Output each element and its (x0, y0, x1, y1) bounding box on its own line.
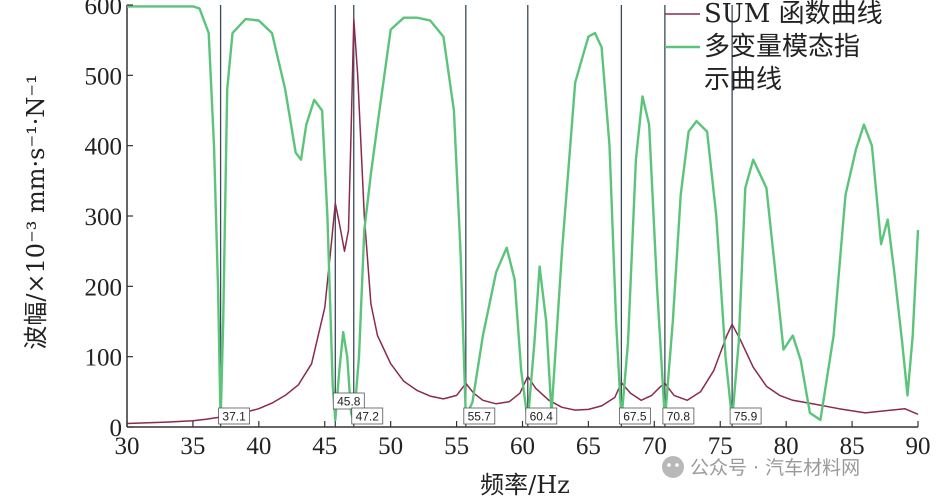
x-tick-label: 85 (840, 433, 865, 460)
series-line-1 (126, 18, 919, 425)
peak-label: 47.2 (351, 407, 384, 425)
x-tick-label: 45 (312, 433, 337, 460)
peak-label-text: 37.1 (222, 410, 246, 424)
peak-label-text: 60.4 (530, 410, 554, 424)
peak-lines (219, 5, 733, 427)
peak-label-text: 45.8 (337, 395, 361, 409)
peak-label-box (729, 407, 762, 425)
peak-label-layer: 37.1 45.847.2 55.7 60.4 67.5 70.8 75.9 (218, 392, 762, 425)
peak-label-text: 47.2 (356, 410, 380, 424)
legend-label-1: SUM 函数曲线 (704, 0, 883, 29)
wechat-icon (662, 456, 684, 478)
series-layer (126, 5, 920, 425)
series-line-2 (127, 5, 920, 423)
peak-label: 67.5 (618, 407, 651, 425)
peak-label-box (525, 407, 558, 425)
legend-label-2: 示曲线 (704, 65, 782, 95)
watermark: 公众号 · 汽车材料网 (662, 456, 860, 479)
peak-label-box (618, 407, 651, 425)
peak-label-text: 67.5 (623, 410, 647, 424)
y-tick-label: 400 (85, 134, 123, 161)
legend-label-2: 多变量模态指 (704, 32, 860, 62)
watermark-text: 公众号 · 汽车材料网 (690, 457, 860, 479)
peak-label-box (351, 407, 384, 425)
y-axis-ticks: 0 100 200 300 400 500 600 (85, 0, 133, 442)
peak-label-box (218, 407, 251, 425)
x-axis-title: 频率/Hz (480, 471, 570, 499)
peak-label-text: 75.9 (734, 410, 758, 424)
y-tick-label: 200 (85, 274, 123, 301)
peak-label-text: 55.7 (468, 410, 492, 424)
x-tick-label: 70 (642, 433, 667, 460)
x-tick-label: 75 (708, 433, 733, 460)
x-tick-label: 35 (180, 433, 205, 460)
x-tick-label: 40 (246, 433, 271, 460)
peak-label: 37.1 (218, 407, 251, 425)
peak-label: 55.7 (463, 407, 496, 425)
plot-frame (126, 5, 918, 428)
peak-label-box (332, 392, 365, 410)
x-tick-label: 65 (576, 433, 601, 460)
peak-label: 45.8 (332, 392, 365, 410)
peak-label: 60.4 (525, 407, 558, 425)
peak-label-text: 70.8 (667, 410, 691, 424)
x-tick-label: 50 (378, 433, 403, 460)
y-tick-label: 600 (85, 0, 123, 20)
y-axis-title: 波幅/×10⁻³ mm·s⁻¹·N⁻¹ (22, 74, 50, 349)
wechat-icon-eye-left (667, 463, 671, 467)
x-tick-label: 60 (510, 433, 535, 460)
x-tick-label: 80 (774, 433, 799, 460)
peak-label: 70.8 (662, 407, 695, 425)
peak-label: 75.9 (729, 407, 762, 425)
x-tick-label: 90 (906, 433, 931, 460)
y-tick-label: 300 (85, 204, 123, 231)
peak-label-box (463, 407, 496, 425)
x-tick-label: 55 (444, 433, 469, 460)
y-tick-label: 100 (85, 345, 123, 372)
peak-label-box (662, 407, 695, 425)
y-tick-label: 500 (85, 63, 123, 90)
x-axis-ticks: 30 35 40 45 50 55 60 65 70 75 80 85 90 (115, 421, 931, 460)
y-tick-label: 0 (110, 415, 123, 442)
x-tick-label: 30 (115, 433, 140, 460)
wechat-icon-eye-right (675, 463, 679, 467)
